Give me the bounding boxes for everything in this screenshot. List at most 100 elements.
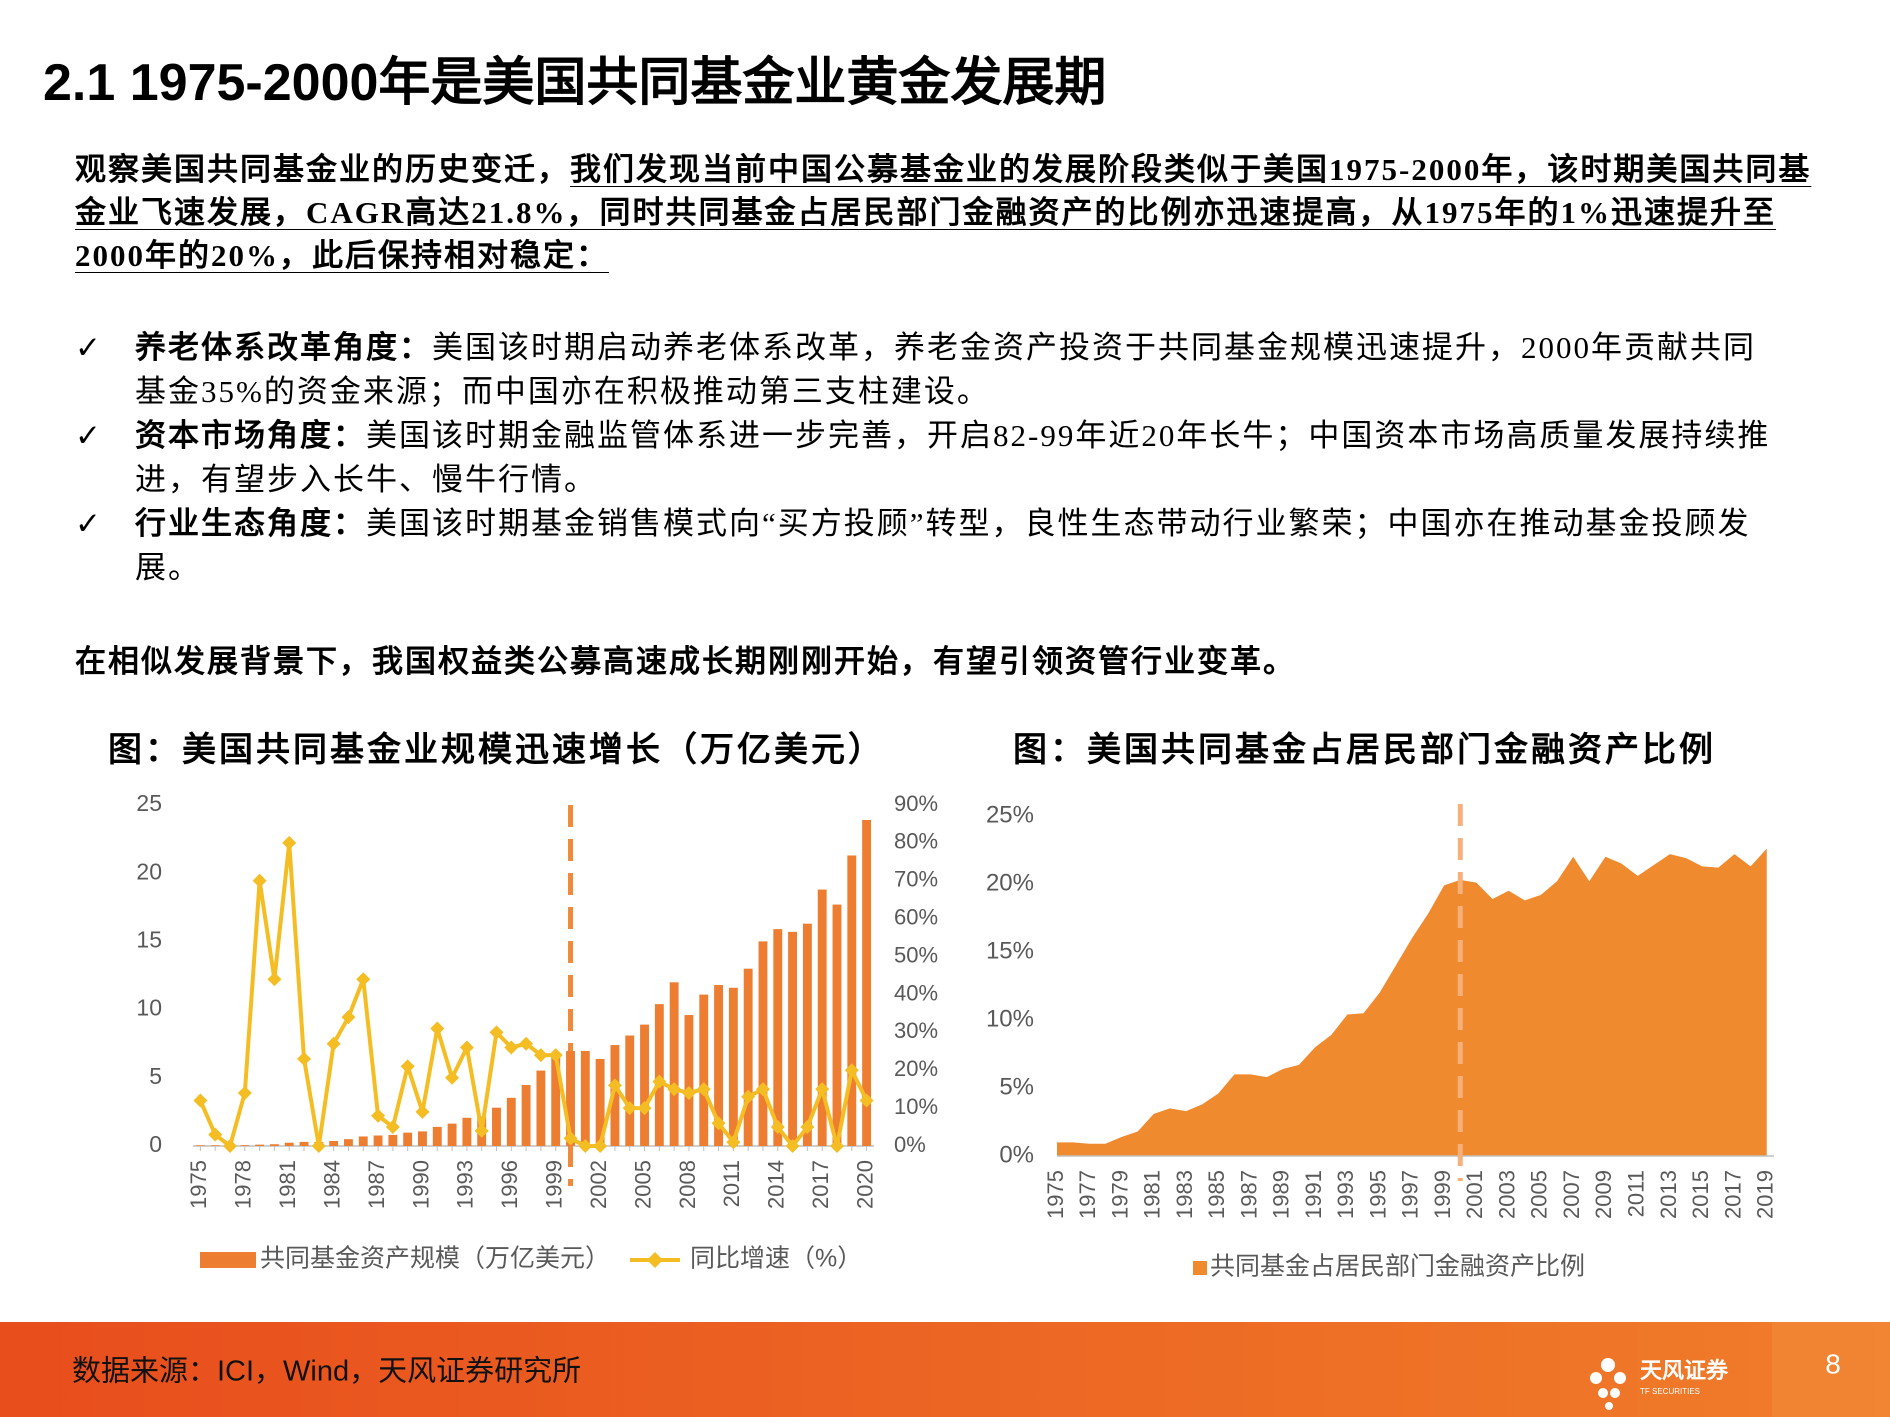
bar: [699, 994, 709, 1146]
legend-label: 同比增速（%）: [690, 1245, 862, 1273]
x-tick-label: 1981: [275, 1160, 300, 1209]
x-tick-label: 2011: [1624, 1170, 1649, 1217]
line-marker: [371, 1108, 386, 1123]
legend-swatch: [200, 1252, 256, 1268]
bar: [358, 1136, 368, 1146]
line-marker: [385, 1120, 400, 1135]
x-tick-label: 2007: [1559, 1170, 1584, 1219]
bar: [625, 1035, 635, 1146]
legend-label: 共同基金资产规模（万亿美元）: [260, 1245, 610, 1273]
bullet-head: 资本市场角度：: [135, 418, 366, 453]
line-marker: [400, 1059, 415, 1074]
y-tick-label: 0: [149, 1131, 162, 1157]
x-tick-label: 1999: [542, 1160, 567, 1209]
line-marker: [593, 1139, 608, 1153]
line-marker: [607, 1078, 622, 1093]
logo-text: 天风证券: [1640, 1358, 1729, 1383]
intro-highlight: 我们发现当前中国公募基金业的发展阶段类似于美国1975-2000年，该时期美国共…: [75, 152, 1812, 273]
check-icon: ✓: [75, 418, 103, 454]
x-tick-label: 2008: [675, 1160, 700, 1209]
x-tick-label: 2017: [808, 1160, 833, 1209]
bar: [403, 1132, 413, 1146]
intro-paragraph: 观察美国共同基金业的历史变迁，我们发现当前中国公募基金业的发展阶段类似于美国19…: [75, 148, 1815, 277]
line-marker: [356, 972, 371, 987]
chart-title: 图：美国共同基金占居民部门金融资产比例: [1013, 732, 1716, 769]
y-tick-label: 25%: [986, 801, 1034, 828]
check-icon: ✓: [75, 506, 103, 542]
bar: [728, 987, 738, 1146]
x-tick-label: 1997: [1398, 1170, 1423, 1219]
y-tick-label: 5%: [999, 1073, 1034, 1100]
bar: [802, 923, 812, 1146]
y2-tick-label: 20%: [894, 1056, 938, 1081]
line-marker: [726, 1135, 741, 1150]
bar: [714, 985, 723, 1146]
y-tick-label: 5: [149, 1063, 162, 1089]
y2-tick-label: 60%: [894, 904, 938, 929]
bar: [862, 820, 872, 1146]
line-marker: [237, 1085, 252, 1100]
bar: [610, 1045, 620, 1146]
bar: [595, 1058, 605, 1146]
line-marker: [341, 1010, 356, 1025]
bar: [299, 1141, 309, 1146]
x-tick-label: 1989: [1269, 1170, 1294, 1219]
bar: [743, 968, 753, 1146]
page-number: 8: [1825, 1348, 1841, 1379]
line-marker: [297, 1051, 312, 1066]
footer-band: [0, 1322, 1890, 1417]
x-tick-label: 1993: [453, 1160, 478, 1209]
line-marker: [578, 1139, 593, 1153]
y2-tick-label: 50%: [894, 942, 938, 967]
bullet: ✓ 养老体系改革角度：美国该时期启动养老体系改革，养老金资产投资于共同基金规模迅速…: [75, 326, 1785, 414]
bullet: ✓ 行业生态角度：美国该时期基金销售模式向“买方投顾”转型，良性生态带动行业繁荣；…: [75, 502, 1785, 590]
bullet-body: 美国该时期基金销售模式向“买方投顾”转型，良性生态带动行业繁荣；中国亦在推动基金…: [135, 506, 1751, 585]
bullet-body: 美国该时期启动养老体系改革，养老金资产投资于共同基金规模迅速提升，2000年贡献…: [135, 330, 1756, 409]
line-marker: [622, 1101, 637, 1116]
slide-title: 2.1 1975-2000年是美国共同基金业黄金发展期: [43, 54, 1107, 112]
bullet-head: 行业生态角度：: [135, 506, 366, 541]
y-tick-label: 25: [136, 790, 162, 816]
bar: [521, 1085, 531, 1146]
line-marker: [252, 873, 267, 888]
bar: [684, 1015, 694, 1146]
line-marker: [859, 1093, 874, 1108]
bar: [373, 1135, 383, 1146]
x-tick-label: 2011: [719, 1160, 744, 1207]
bullet-body: 美国该时期金融监管体系进一步完善，开启82-99年近20年长牛；中国资本市场高质…: [135, 418, 1771, 497]
line-marker: [770, 1120, 785, 1135]
x-tick-label: 2009: [1591, 1170, 1616, 1219]
line-marker: [755, 1082, 770, 1097]
bar: [388, 1134, 398, 1146]
y-tick-label: 20: [136, 858, 162, 884]
line-marker: [504, 1040, 519, 1055]
line-marker: [696, 1082, 711, 1097]
y-tick-label: 15: [136, 926, 162, 952]
x-tick-label: 1995: [1365, 1170, 1390, 1219]
bar: [536, 1070, 546, 1146]
area: [1057, 848, 1767, 1156]
x-tick-label: 2017: [1720, 1170, 1745, 1219]
x-tick-label: 2014: [764, 1160, 789, 1209]
chart-title: 图：美国共同基金业规模迅速增长（万亿美元）: [108, 732, 885, 769]
y-tick-label: 15%: [986, 937, 1034, 964]
line-marker: [415, 1104, 430, 1119]
bar: [669, 982, 679, 1146]
line-marker: [193, 1093, 208, 1108]
y2-tick-label: 70%: [894, 867, 938, 892]
legend-label: 共同基金占居民部门金融资产比例: [1210, 1253, 1585, 1281]
bar: [418, 1131, 427, 1146]
bar: [640, 1024, 649, 1146]
bar: [847, 855, 857, 1146]
x-tick-label: 1977: [1075, 1170, 1100, 1219]
y-tick-label: 10%: [986, 1005, 1034, 1032]
x-tick-label: 1996: [497, 1160, 522, 1209]
line-marker: [681, 1085, 696, 1100]
bar: [210, 1145, 220, 1146]
legend-marker: [647, 1252, 663, 1268]
bar: [492, 1107, 501, 1146]
y2-tick-label: 80%: [894, 829, 938, 854]
bar: [788, 931, 798, 1146]
